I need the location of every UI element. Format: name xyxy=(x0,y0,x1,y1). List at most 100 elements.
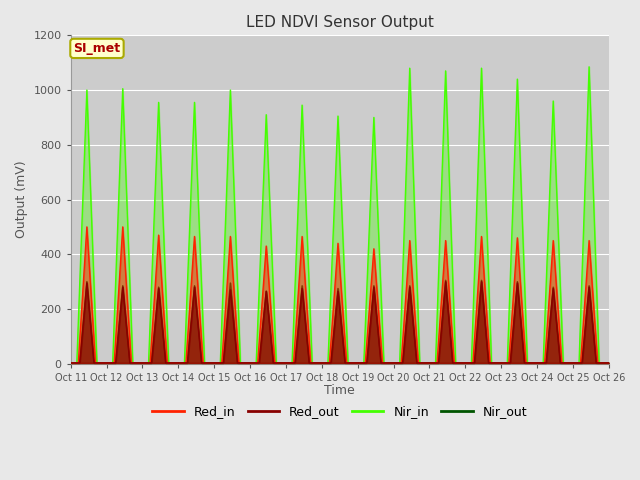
Red_in xyxy=(362,360,369,366)
Nir_in xyxy=(227,87,234,93)
Red_in xyxy=(505,360,513,366)
Red_in xyxy=(227,234,234,240)
Red_out xyxy=(542,360,550,366)
Red_in xyxy=(326,360,333,366)
Red_out xyxy=(520,360,528,366)
Red_out xyxy=(234,360,241,366)
Nir_in xyxy=(396,360,403,366)
Text: SI_met: SI_met xyxy=(74,42,120,55)
Red_out xyxy=(184,360,191,366)
Nir_out xyxy=(83,279,91,285)
Nir_in xyxy=(93,360,100,366)
Nir_in xyxy=(585,64,593,70)
Red_in xyxy=(199,360,207,366)
Red_in xyxy=(119,224,127,230)
Red_out xyxy=(442,279,449,285)
Legend: Red_in, Red_out, Nir_in, Nir_out: Red_in, Red_out, Nir_in, Nir_out xyxy=(147,400,532,423)
Red_out xyxy=(227,287,234,293)
Nir_out xyxy=(227,280,234,286)
Nir_in xyxy=(109,360,116,366)
Red_out xyxy=(585,284,593,290)
Nir_out xyxy=(191,283,198,288)
Red_in xyxy=(594,360,602,366)
Nir_out xyxy=(399,360,406,366)
Nir_in xyxy=(324,360,332,366)
Nir_out xyxy=(305,360,313,366)
Red_out xyxy=(341,360,349,366)
Nir_out xyxy=(341,360,349,366)
Red_in xyxy=(290,360,298,366)
Red_in xyxy=(415,360,422,366)
Nir_out xyxy=(521,360,529,366)
Nir_in xyxy=(416,360,424,366)
Nir_in xyxy=(165,360,173,366)
Red_out xyxy=(413,360,420,366)
Red_out xyxy=(549,286,557,291)
Red_out xyxy=(470,360,478,366)
Nir_out xyxy=(542,360,550,366)
Red_out xyxy=(605,360,612,366)
Red_in xyxy=(307,360,314,366)
Red_out xyxy=(370,284,378,290)
Nir_out xyxy=(485,360,493,366)
Nir_in xyxy=(549,98,557,104)
Red_in xyxy=(92,360,99,366)
Red_out xyxy=(399,360,406,366)
Nir_out xyxy=(605,360,612,366)
Red_in xyxy=(110,360,118,366)
Nir_out xyxy=(262,288,270,294)
Nir_in xyxy=(308,360,316,366)
X-axis label: Time: Time xyxy=(324,384,355,397)
Red_out xyxy=(592,360,600,366)
Red_in xyxy=(67,360,74,366)
Red_out xyxy=(126,360,134,366)
Red_out xyxy=(155,286,163,291)
Red_out xyxy=(90,360,98,366)
Red_in xyxy=(334,240,342,246)
Nir_out xyxy=(449,360,457,366)
Line: Red_out: Red_out xyxy=(70,282,609,363)
Title: LED NDVI Sensor Output: LED NDVI Sensor Output xyxy=(246,15,434,30)
Nir_in xyxy=(262,112,270,118)
Red_out xyxy=(484,360,492,366)
Red_in xyxy=(182,360,190,366)
Red_out xyxy=(119,284,127,290)
Red_in xyxy=(83,224,91,230)
Line: Nir_in: Nir_in xyxy=(70,67,609,363)
Red_out xyxy=(291,360,299,366)
Nir_in xyxy=(540,360,547,366)
Red_out xyxy=(262,288,270,294)
Red_in xyxy=(155,232,163,238)
Red_in xyxy=(406,238,413,243)
Red_out xyxy=(377,360,385,366)
Nir_in xyxy=(288,360,296,366)
Nir_in xyxy=(605,360,612,366)
Nir_out xyxy=(67,360,74,366)
Red_in xyxy=(442,238,449,243)
Nir_out xyxy=(327,360,335,366)
Red_out xyxy=(406,284,413,290)
Red_in xyxy=(513,235,521,241)
Nir_out xyxy=(370,283,378,288)
Nir_out xyxy=(220,360,227,366)
Nir_in xyxy=(524,360,531,366)
Red_out xyxy=(513,280,521,286)
Nir_in xyxy=(468,360,476,366)
Nir_in xyxy=(298,102,306,108)
Red_out xyxy=(305,360,313,366)
Nir_out xyxy=(593,360,600,366)
Red_in xyxy=(549,238,557,243)
Nir_in xyxy=(201,360,209,366)
Red_out xyxy=(435,360,442,366)
Nir_out xyxy=(198,360,205,366)
Red_out xyxy=(162,360,170,366)
Nir_in xyxy=(452,360,460,366)
Nir_out xyxy=(442,277,449,283)
Nir_out xyxy=(76,360,83,366)
Red_out xyxy=(449,360,456,366)
Nir_out xyxy=(269,360,277,366)
Line: Red_in: Red_in xyxy=(70,227,609,363)
Nir_in xyxy=(360,360,367,366)
Red_out xyxy=(578,360,586,366)
Nir_in xyxy=(559,360,567,366)
